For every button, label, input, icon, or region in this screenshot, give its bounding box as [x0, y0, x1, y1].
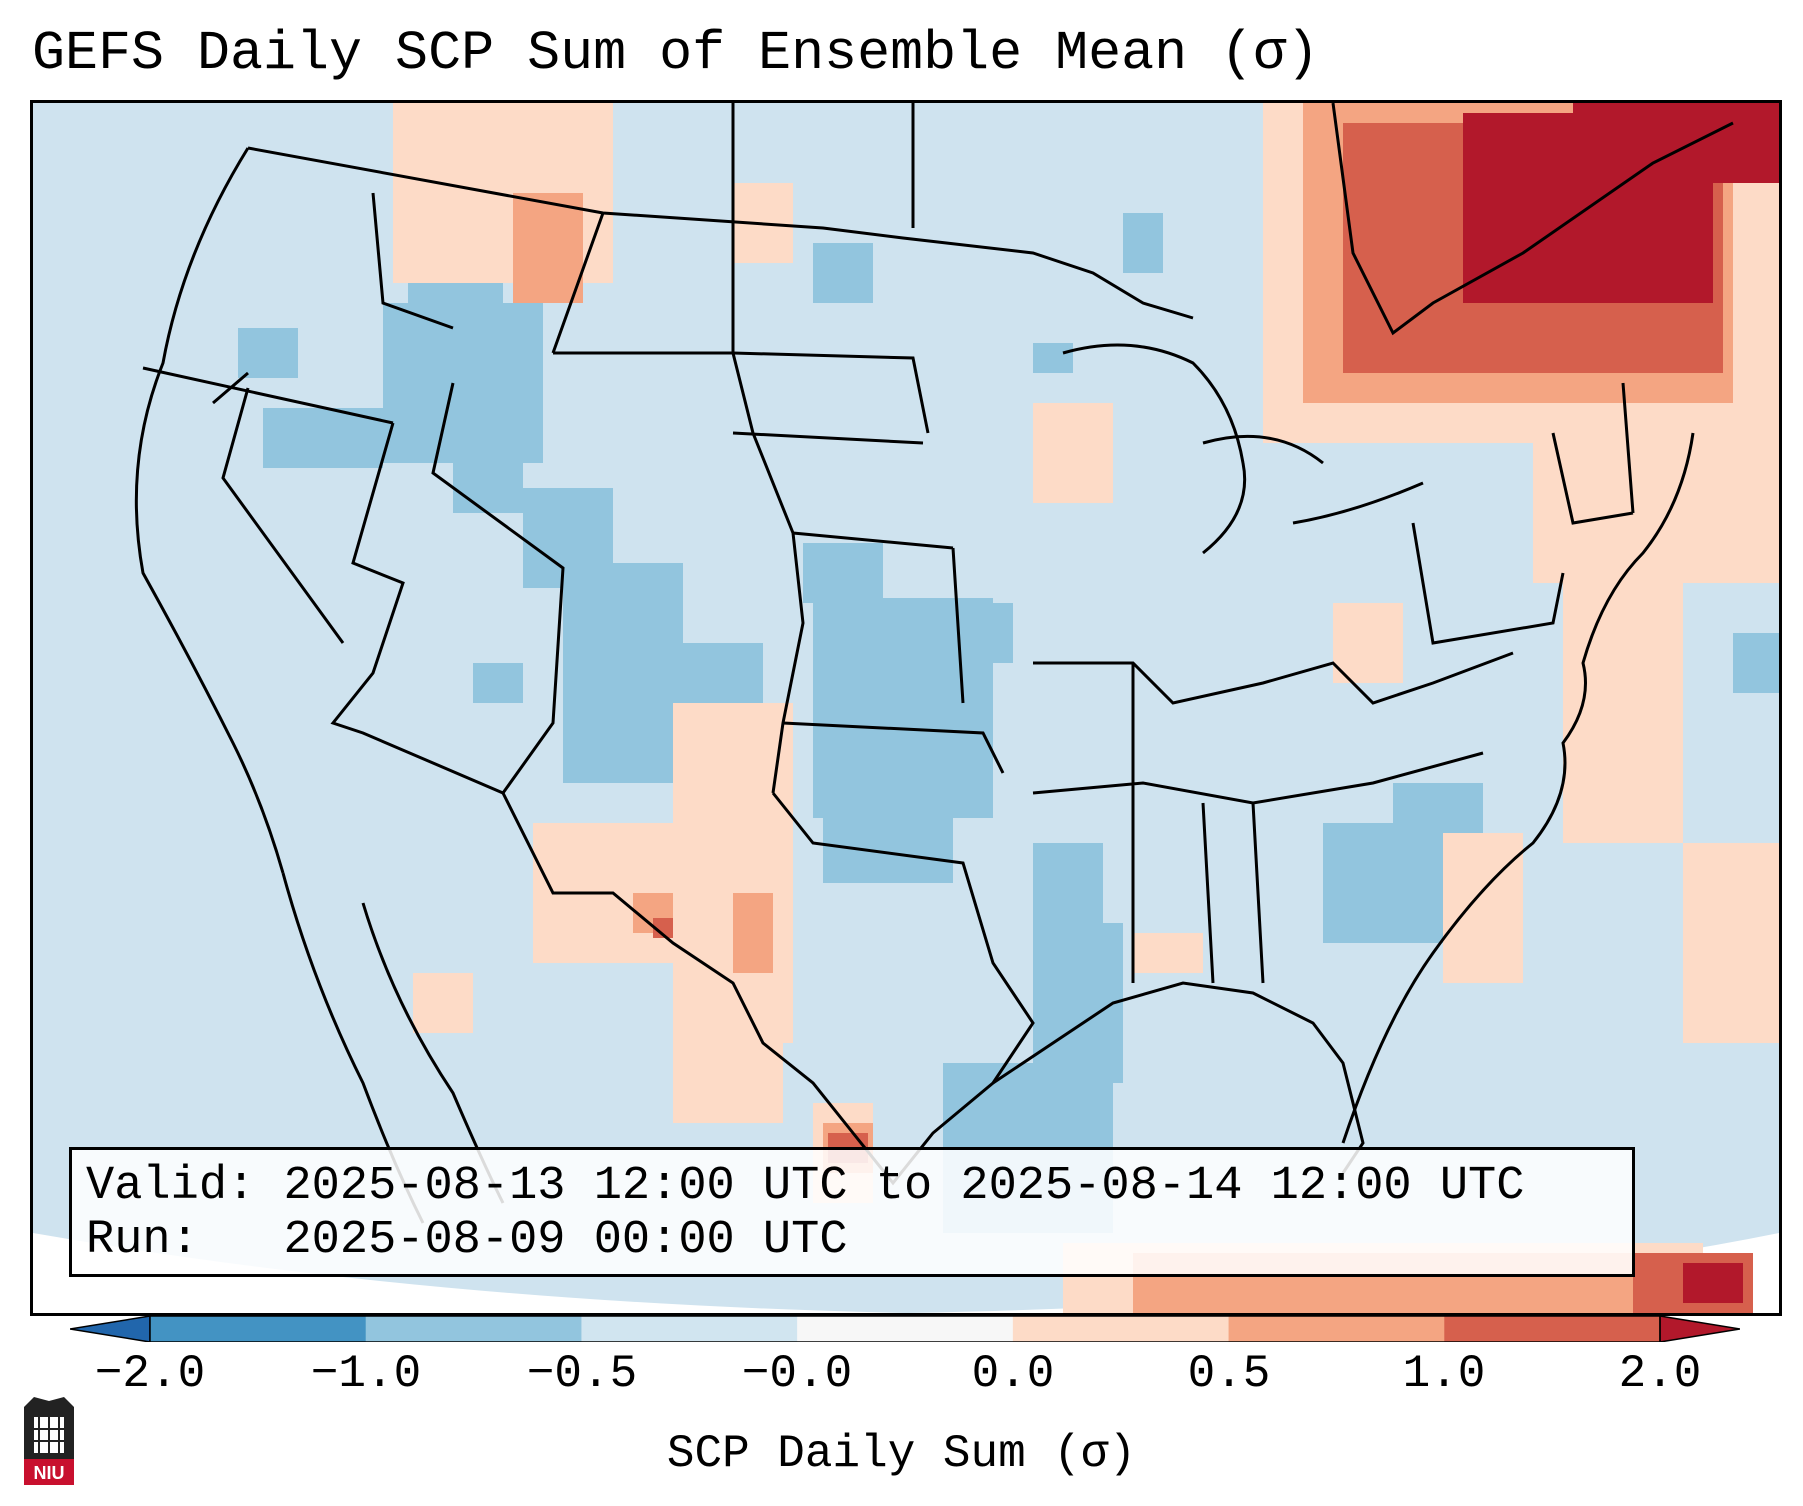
- colorbar-tick: −1.0: [310, 1348, 422, 1400]
- canada-coast: [1331, 103, 1734, 336]
- colorbar-frame: [149, 1316, 1661, 1342]
- boundary-lines: [134, 103, 1734, 1224]
- nevada-border: [221, 387, 345, 644]
- colorbar-extend-high: [1659, 1316, 1740, 1342]
- colorbar-tick: −2.0: [94, 1348, 206, 1400]
- niu-logo: NIU: [24, 1397, 74, 1485]
- colorbar-bin: [150, 1316, 367, 1342]
- colorbar-bin: [581, 1316, 798, 1342]
- colorbar-tick: 0.5: [1187, 1348, 1271, 1400]
- projection-edge: [33, 1233, 908, 1313]
- mountain-states: [330, 192, 565, 795]
- pacific-states-border: [142, 366, 394, 425]
- colorbar-bin: [1444, 1316, 1661, 1342]
- northeast-states: [1411, 382, 1635, 645]
- west-coast: [134, 147, 285, 874]
- plains-borders: [732, 351, 1005, 774]
- colorbar: [70, 1316, 1740, 1342]
- colorbar-ticks: −2.0 −1.0 −0.5 −0.0 0.0 0.5 1.0 2.0: [0, 1348, 1803, 1408]
- run-value: 2025-08-09 00:00 UTC: [283, 1214, 848, 1267]
- valid-run-info-box: Valid: 2025-08-13 12:00 UTC to 2025-08-1…: [69, 1147, 1635, 1277]
- colorbar-tick: 1.0: [1402, 1348, 1486, 1400]
- colorbar-bin: [1012, 1316, 1230, 1342]
- colorbar-bin: [365, 1316, 582, 1342]
- colorbar-label: SCP Daily Sum (σ): [666, 1428, 1137, 1480]
- us-canada-border: [247, 146, 1194, 320]
- valid-label: Valid:: [86, 1160, 256, 1213]
- chart-title: GEFS Daily SCP Sum of Ensemble Mean (σ): [32, 22, 1320, 85]
- run-label: Run:: [86, 1214, 199, 1267]
- gulf-coast: [992, 981, 1365, 1174]
- colorbar-extend-low: [70, 1316, 151, 1342]
- east-coast: [1341, 432, 1695, 1144]
- valid-value: 2025-08-13 12:00 UTC to 2025-08-14 12:00…: [283, 1160, 1525, 1213]
- colorbar-tick: 2.0: [1618, 1348, 1702, 1400]
- scp-map: Valid: 2025-08-13 12:00 UTC to 2025-08-1…: [30, 100, 1782, 1316]
- colorbar-tick: 0.0: [971, 1348, 1055, 1400]
- eastern-states: [1032, 651, 1514, 984]
- great-lakes: [1062, 343, 1424, 555]
- logo-text: NIU: [34, 1463, 65, 1483]
- colorbar-tick: −0.5: [526, 1348, 638, 1400]
- map-canvas: [33, 103, 1779, 1313]
- negative-anomaly-patches: [238, 188, 1779, 1233]
- colorbar-tick: −0.0: [741, 1348, 853, 1400]
- colorbar-bin: [797, 1316, 1014, 1342]
- colorbar-bin: [1228, 1316, 1445, 1342]
